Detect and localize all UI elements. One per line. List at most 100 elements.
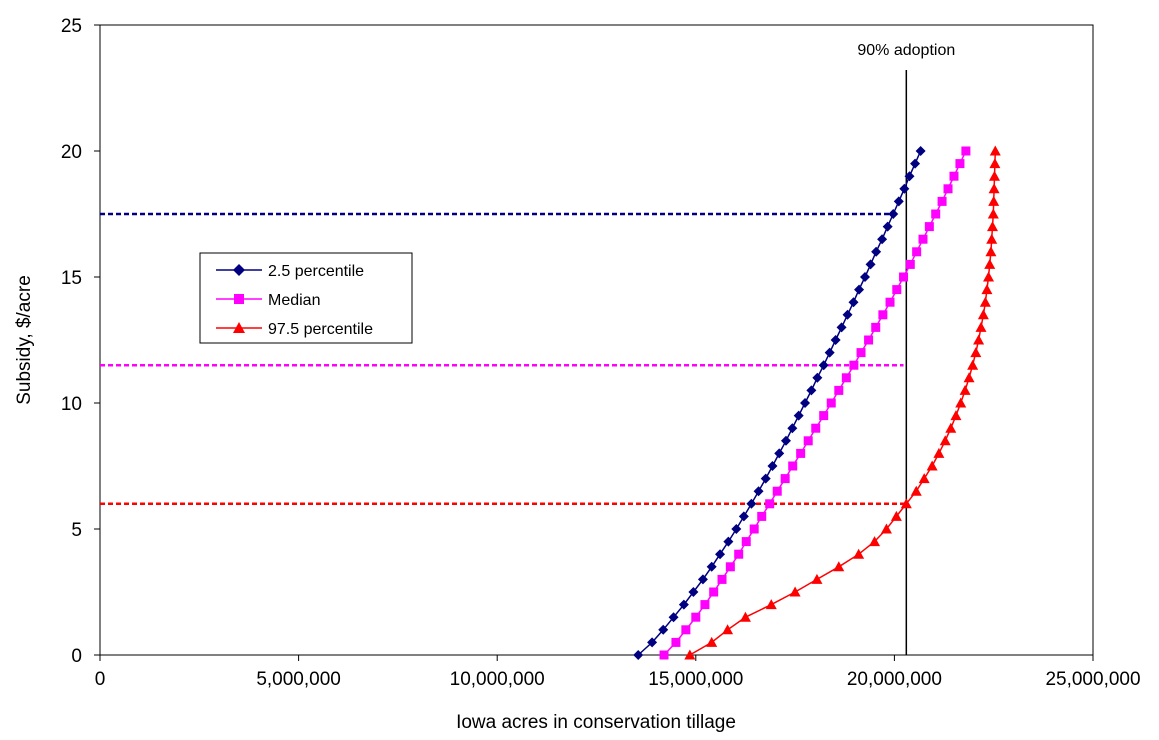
y-tick-label: 15 [61,268,82,289]
data-point [671,637,681,647]
data-point [749,524,759,534]
series-group [633,145,1001,660]
data-point [912,247,922,257]
x-tick-label: 25,000,000 [1045,669,1140,690]
data-point [741,537,751,547]
legend: 2.5 percentile Median 97.5 percentile [199,252,413,344]
data-point [987,208,999,219]
data-point [977,309,989,320]
data-point [989,158,1001,169]
y-axis-title: Subsidy, $/acre [14,275,35,405]
data-point [926,460,938,471]
data-point [865,259,876,270]
data-point [836,322,847,333]
data-point [864,335,874,345]
data-point [811,573,823,584]
x-tick-label: 0 [95,669,106,690]
data-point [706,636,718,647]
data-point [774,448,785,459]
data-point [856,348,866,358]
data-point [697,574,708,585]
legend-item-2-5-percentile: 2.5 percentile [216,263,364,280]
data-point [963,372,975,383]
data-point [789,586,801,597]
data-point [943,184,953,194]
data-point [877,234,888,245]
data-point [937,196,947,206]
data-point [910,158,921,169]
data-point [871,322,881,332]
data-point [975,321,987,332]
data-point [939,435,951,446]
data-point [950,410,962,421]
data-point [888,209,899,219]
data-point [905,259,915,269]
data-point [981,284,993,295]
data-point [717,574,727,584]
data-point [731,524,742,534]
data-point [931,209,941,219]
data-point [900,498,912,509]
data-point [892,285,902,295]
data-point [983,271,995,282]
data-point [933,447,945,458]
data-point [765,599,777,610]
data-point [849,360,859,370]
data-point [973,334,985,345]
data-point [989,145,1001,156]
data-point [691,612,701,622]
data-point [890,510,902,521]
data-point [924,222,934,232]
y-tick-label: 5 [71,520,82,541]
data-point [767,461,778,471]
reference-lines [100,212,907,506]
data-point [800,398,811,408]
data-point [893,196,904,207]
legend-diamond-marker [233,264,245,276]
annotations: 90% adoption [857,42,955,655]
data-point [959,384,971,395]
y-tick-label: 20 [61,142,82,163]
data-point [904,171,915,182]
data-point [869,536,881,547]
data-point [793,410,804,421]
x-tick-label: 10,000,000 [450,669,545,690]
data-point [988,195,1000,206]
data-point [899,183,910,194]
data-point [824,347,835,358]
data-point [753,486,764,497]
data-point [988,170,1000,181]
data-point [979,296,991,307]
data-point [819,411,829,421]
data-point [826,398,836,408]
data-point [848,297,859,308]
data-point [830,335,841,345]
data-point [871,246,882,257]
data-point [765,499,775,509]
data-point [961,146,971,156]
x-tick-label: 5,000,000 [256,669,341,690]
data-point [796,448,806,458]
series-2-5-percentile [633,146,926,660]
data-point [984,258,996,269]
data-point [739,611,751,622]
data-point [915,146,926,156]
data-point [658,624,669,635]
axes: 0 5,000,000 10,000,000 15,000,000 20,000,000… [61,16,1141,690]
data-point [746,498,757,509]
data-point [734,549,744,559]
data-point [725,562,735,572]
data-point [806,385,817,396]
data-point [780,474,790,484]
data-point [772,486,782,496]
data-point [787,423,798,434]
data-point [842,309,853,320]
data-point [985,246,997,257]
data-point [987,221,999,232]
data-point [659,650,669,660]
data-point [706,561,717,572]
data-point [803,436,813,446]
legend-label: Median [268,292,320,309]
data-point [757,511,767,521]
